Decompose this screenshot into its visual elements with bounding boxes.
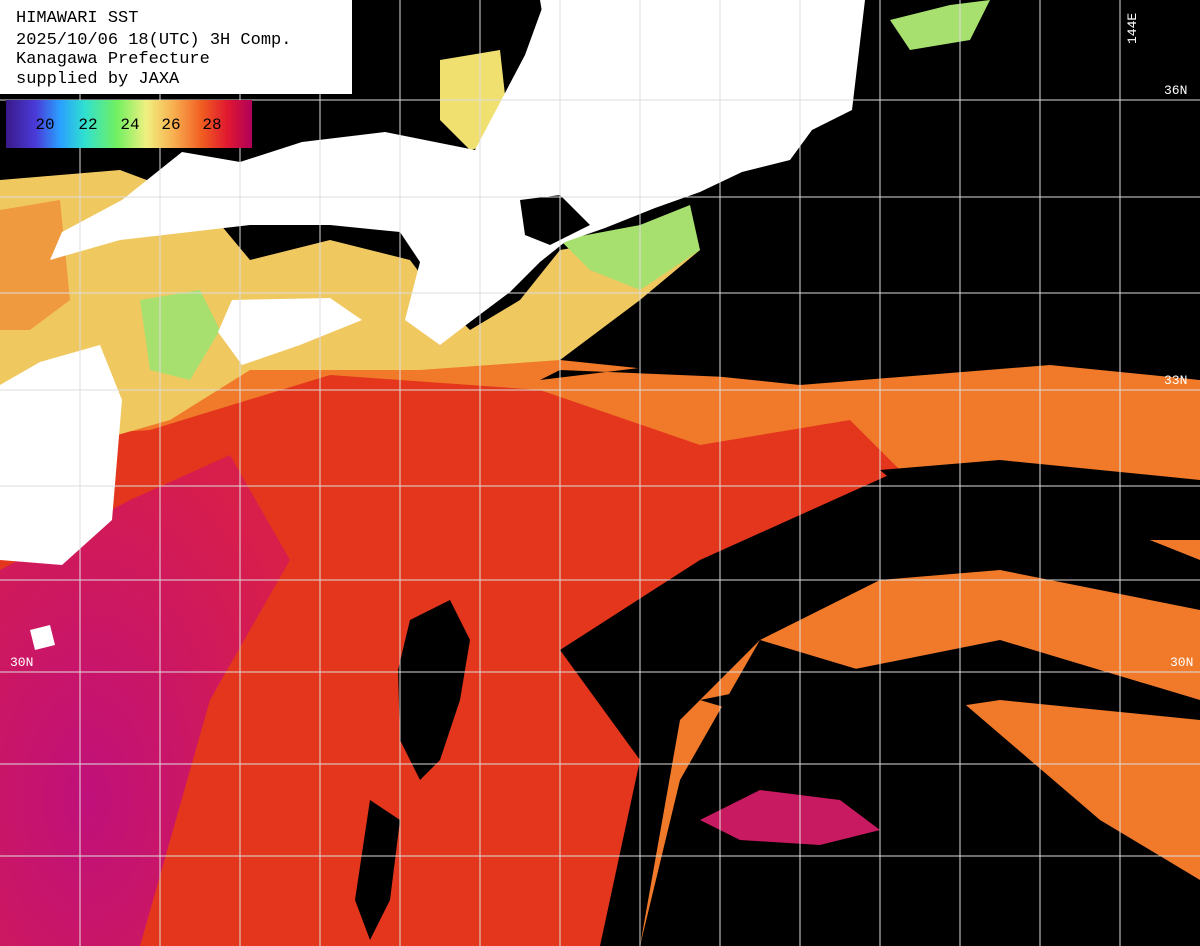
land <box>218 298 362 365</box>
colorbar-tick: 22 <box>78 116 97 134</box>
colorbar <box>6 100 252 148</box>
cloud <box>520 195 590 245</box>
grid-label: 30N <box>10 655 33 670</box>
colorbar-tick: 24 <box>120 116 139 134</box>
grid-label: 36N <box>1164 83 1187 98</box>
header-line: supplied by JAXA <box>16 70 180 89</box>
coast-green <box>560 205 700 290</box>
cloud <box>398 600 470 780</box>
land <box>30 625 55 650</box>
grid-label: 144E <box>1125 13 1140 44</box>
header-line: HIMAWARI SST <box>16 9 138 28</box>
sea-warm-patch <box>700 790 880 845</box>
grid-label: 30N <box>1170 655 1193 670</box>
header-line: 2025/10/06 18(UTC) 3H Comp. <box>16 31 291 50</box>
colorbar-tick: 26 <box>161 116 180 134</box>
cloud <box>355 800 400 940</box>
cloud <box>700 640 1200 730</box>
land <box>50 0 865 345</box>
land <box>0 345 122 565</box>
header-box <box>0 0 352 94</box>
land <box>540 0 610 60</box>
header-line: Kanagawa Prefecture <box>16 50 210 69</box>
grid-label: 33N <box>1164 373 1187 388</box>
coast-orange <box>0 200 70 330</box>
coast-green <box>890 0 990 50</box>
cloud <box>540 300 1200 380</box>
colorbar-tick: 28 <box>202 116 221 134</box>
colorbar-tick: 20 <box>35 116 54 134</box>
sea-warm-core <box>0 455 290 946</box>
